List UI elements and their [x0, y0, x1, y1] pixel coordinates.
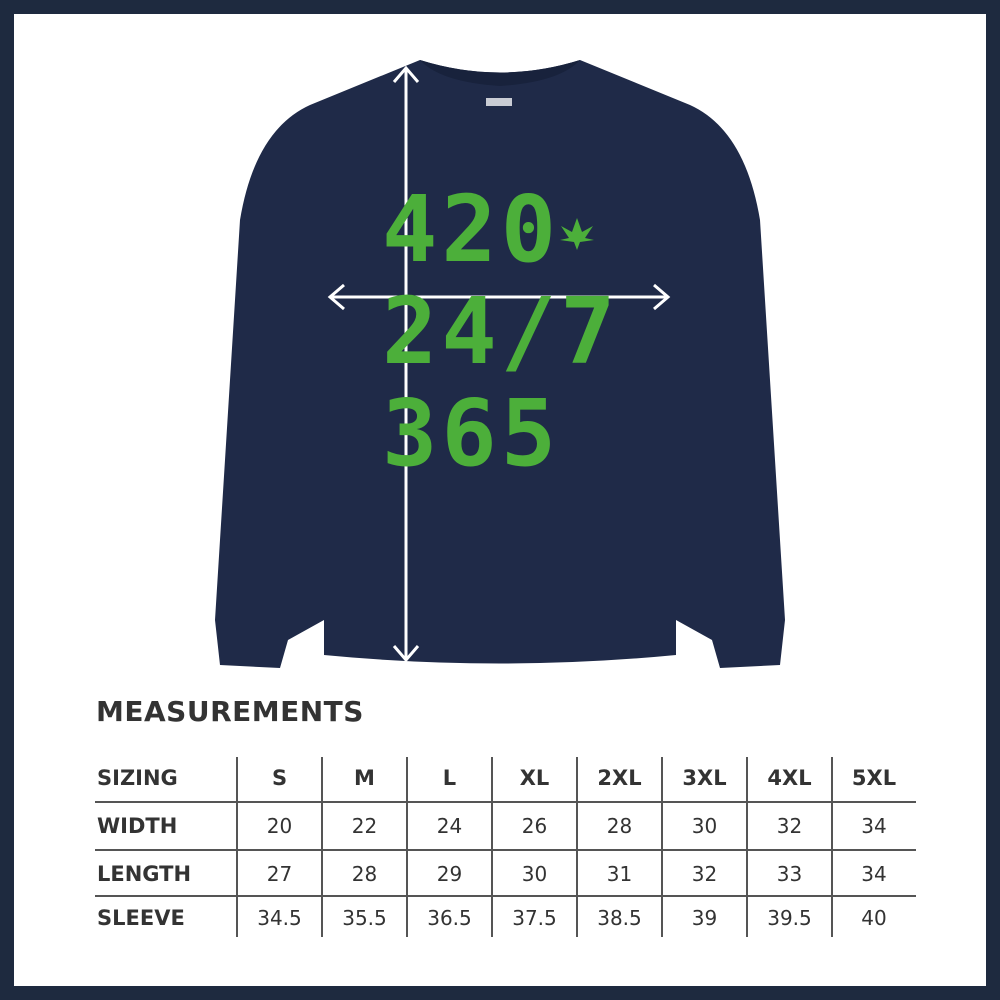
table-cell: 31 — [606, 862, 633, 886]
table-cell: 39.5 — [767, 906, 812, 930]
sweatshirt-body — [215, 60, 785, 668]
length-arrow-icon — [392, 65, 420, 663]
row-label: WIDTH — [97, 814, 178, 838]
size-header-cell: L — [442, 766, 457, 790]
table-cell: 33 — [776, 862, 803, 886]
table-cell: 22 — [351, 814, 378, 838]
cannabis-leaf-icon — [560, 218, 594, 250]
size-header-cell: 4XL — [767, 766, 812, 790]
table-cell: 29 — [436, 862, 463, 886]
row-divider — [95, 801, 916, 803]
print-line-420: 420 — [382, 176, 561, 283]
row-divider — [95, 849, 916, 851]
table-cell: 20 — [266, 814, 293, 838]
size-header-cell: XL — [519, 766, 550, 790]
table-cell: 27 — [266, 862, 293, 886]
measurements-title: MEASUREMENTS — [96, 695, 364, 728]
width-arrow-icon — [327, 283, 671, 311]
table-cell: 40 — [861, 906, 887, 930]
size-header-cell: 3XL — [682, 766, 727, 790]
table-cell: 28 — [351, 862, 378, 886]
column-divider — [831, 757, 833, 937]
table-cell: 28 — [606, 814, 633, 838]
table-cell: 39 — [691, 906, 718, 930]
table-cell: 32 — [776, 814, 803, 838]
table-cell: 37.5 — [512, 906, 557, 930]
print-line-365: 365 — [382, 380, 561, 487]
table-cell: 26 — [521, 814, 548, 838]
size-header-cell: S — [271, 766, 288, 790]
row-label: SLEEVE — [97, 906, 185, 930]
size-header-cell: 5XL — [851, 766, 897, 790]
column-divider — [746, 757, 748, 937]
print-line-24-7: 24/7 — [382, 278, 620, 385]
sizing-header: SIZING — [97, 766, 178, 790]
size-header-cell: M — [354, 766, 375, 790]
table-cell: 34 — [861, 814, 887, 838]
column-divider — [576, 757, 578, 937]
table-cell: 30 — [521, 862, 548, 886]
table-cell: 36.5 — [427, 906, 472, 930]
column-divider — [661, 757, 663, 937]
table-cell: 34 — [861, 862, 887, 886]
column-divider — [406, 757, 408, 937]
row-divider — [95, 895, 916, 897]
size-header-cell: 2XL — [597, 766, 642, 790]
table-cell: 38.5 — [597, 906, 642, 930]
table-cell: 34.5 — [257, 906, 302, 930]
table-cell: 32 — [691, 862, 718, 886]
table-cell: 30 — [691, 814, 718, 838]
column-divider — [491, 757, 493, 937]
row-label: LENGTH — [97, 862, 192, 886]
table-cell: 35.5 — [342, 906, 387, 930]
column-divider — [236, 757, 238, 937]
label-tag — [486, 98, 512, 106]
column-divider — [321, 757, 323, 937]
table-cell: 24 — [436, 814, 463, 838]
